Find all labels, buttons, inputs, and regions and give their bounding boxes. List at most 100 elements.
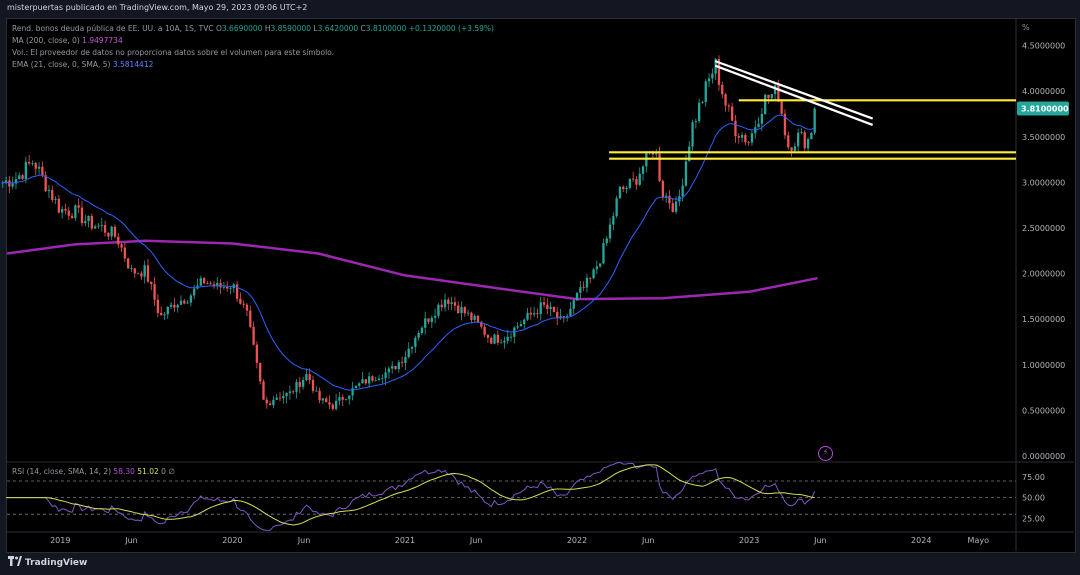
candle-body (460, 307, 463, 314)
candle (433, 308, 437, 324)
candle-body (212, 284, 216, 287)
candle (506, 329, 509, 344)
candle (727, 103, 731, 112)
ohlc-value-h: 3.8590000 (270, 24, 312, 33)
legend-ma-row: MA (200, close, 0) 1.9497734 (12, 36, 123, 45)
candle (430, 315, 433, 328)
candle-body (727, 105, 731, 107)
candle-body (480, 321, 483, 327)
candle (209, 280, 212, 285)
candle-body (87, 215, 90, 222)
rsi-value: 58.30 (113, 467, 135, 476)
candle-body (133, 268, 136, 274)
candle-body (655, 153, 658, 155)
time-tick-label: 2023 (739, 536, 759, 545)
candle (585, 273, 589, 293)
candle-body (424, 318, 427, 328)
candle-body (499, 342, 503, 344)
candle-body (163, 314, 166, 316)
candle-body (361, 379, 364, 384)
candle-body (694, 121, 698, 123)
candle-body (552, 306, 556, 312)
candle (305, 368, 308, 382)
candle-body (156, 299, 160, 313)
candle-body (731, 106, 734, 121)
candle-body (358, 383, 361, 386)
price-tick-label: 0.0000000 (1022, 452, 1065, 461)
candle-body (546, 304, 549, 310)
candle (493, 333, 496, 345)
candle (513, 326, 516, 344)
candle-body (572, 300, 575, 309)
candle (351, 381, 354, 401)
candle (503, 336, 506, 349)
candle-body (417, 333, 420, 338)
candle (740, 131, 744, 143)
candle (381, 374, 384, 384)
candle-body (740, 135, 744, 138)
candle-body (433, 315, 437, 318)
candle (212, 281, 216, 289)
candle (744, 133, 747, 146)
time-tick-label: Jun (297, 536, 311, 545)
candle-body (94, 226, 97, 229)
candle (255, 341, 259, 369)
tradingview-logo[interactable]: TradingView (8, 556, 87, 568)
candle-body (384, 372, 387, 379)
candle (113, 224, 117, 239)
candle (183, 298, 186, 305)
candle (160, 306, 163, 316)
candle-body (193, 288, 196, 296)
candle (120, 242, 123, 252)
candle-body (773, 85, 777, 95)
candle-body (275, 397, 278, 400)
candle-body (483, 326, 486, 335)
candle (447, 297, 450, 310)
candle (731, 102, 734, 122)
candle-body (595, 266, 598, 270)
candle (707, 73, 711, 88)
candle-body (764, 94, 767, 114)
symbol-label: Rend. bonos deuda pública de EE. UU. a 1… (12, 24, 214, 33)
candle-body (391, 365, 394, 369)
candle (189, 293, 193, 307)
candle-body (202, 278, 206, 284)
price-unit: % (1022, 23, 1030, 32)
candle (146, 258, 150, 283)
candle-body (160, 312, 163, 316)
candle-body (348, 395, 351, 400)
candle (480, 320, 483, 329)
candle (103, 220, 107, 237)
candle-body (767, 94, 770, 99)
candle-body (377, 378, 381, 381)
candle-body (585, 277, 589, 288)
candle-body (354, 385, 358, 389)
candle-body (777, 85, 780, 102)
candle-body (331, 404, 334, 409)
candle (245, 303, 249, 317)
candle (358, 382, 361, 388)
candle-body (51, 190, 54, 200)
candle-body (787, 135, 790, 148)
candle-body (542, 302, 546, 305)
bolt-icon[interactable]: ⚡ (818, 446, 833, 461)
candle-body (249, 310, 252, 327)
candle (140, 271, 143, 280)
candle-body (123, 247, 127, 259)
candle (130, 264, 133, 272)
candle-body (407, 348, 410, 358)
candle-body (513, 327, 516, 337)
candle-body (783, 113, 787, 136)
candle (546, 298, 549, 315)
candle (235, 281, 239, 303)
candle (641, 165, 645, 181)
candle-body (701, 102, 704, 103)
candle (800, 128, 803, 135)
candle-body (166, 306, 169, 315)
legend-ema-row: EMA (21, close, 0, SMA, 5) 3.5814412 (12, 60, 153, 69)
candle (499, 338, 503, 344)
candle (242, 300, 245, 308)
ohlc-key-o: O (215, 24, 222, 33)
candle (94, 224, 97, 229)
